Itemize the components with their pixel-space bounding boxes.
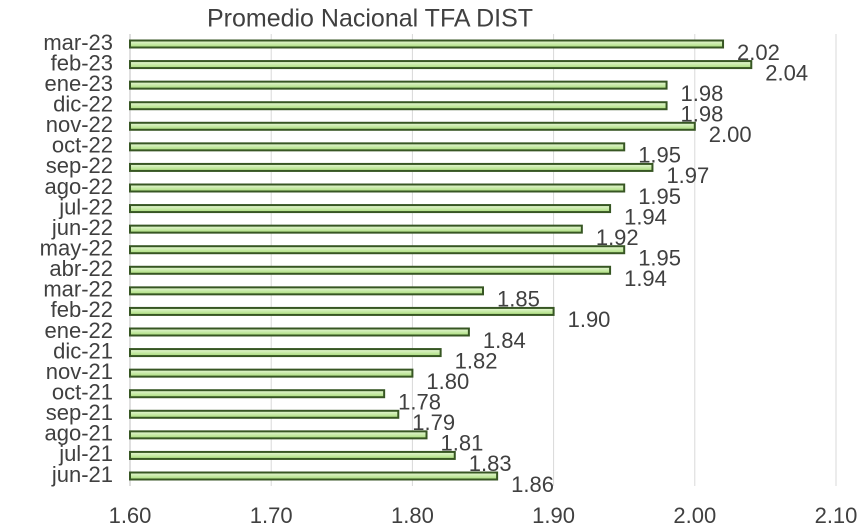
- bar: [129, 39, 725, 49]
- chart-title: Promedio Nacional TFA DIST: [207, 5, 533, 33]
- x-tick-label: 2.00: [673, 503, 716, 528]
- data-label: 1.94: [624, 204, 667, 229]
- y-tick-label: abr-22: [49, 256, 113, 281]
- bar: [129, 389, 386, 399]
- y-tick-label: mar-22: [43, 277, 113, 302]
- y-tick-label: jun-22: [51, 215, 113, 240]
- x-tick-label: 1.90: [532, 503, 575, 528]
- y-tick-label: sep-21: [46, 400, 113, 425]
- data-label: 1.86: [511, 472, 554, 497]
- y-tick-label: feb-23: [51, 50, 113, 75]
- bar: [129, 368, 414, 378]
- x-tick-label: 1.60: [109, 503, 152, 528]
- y-tick-label: dic-21: [53, 338, 113, 363]
- y-tick-label: oct-21: [52, 380, 113, 405]
- bar: [129, 471, 499, 481]
- bar: [129, 286, 484, 296]
- x-tick-label: 2.10: [815, 503, 858, 528]
- bar: [129, 409, 400, 419]
- bar: [129, 306, 555, 316]
- y-tick-label: nov-22: [46, 112, 113, 137]
- y-tick-label: ene-22: [44, 318, 113, 343]
- bar: [129, 327, 470, 337]
- bar: [129, 121, 696, 131]
- y-tick-label: jul-22: [58, 194, 113, 219]
- y-tick-label: jul-21: [58, 441, 113, 466]
- bar: [129, 245, 626, 255]
- data-label: 1.98: [681, 81, 724, 106]
- data-label: 1.97: [666, 163, 709, 188]
- y-tick-label: dic-22: [53, 92, 113, 117]
- y-tick-label: may-22: [40, 236, 113, 261]
- y-tick-label: sep-22: [46, 153, 113, 178]
- x-tick-label: 1.70: [250, 503, 293, 528]
- bar: [129, 204, 612, 214]
- bar: [129, 348, 442, 358]
- data-label: 2.04: [765, 60, 808, 85]
- x-tick-label: 1.80: [391, 503, 434, 528]
- data-label: 1.90: [568, 307, 611, 332]
- bar: [129, 183, 626, 193]
- y-tick-label: oct-22: [52, 133, 113, 158]
- data-label: 1.95: [638, 184, 681, 209]
- bar: [129, 265, 612, 275]
- data-label: 1.84: [483, 328, 526, 353]
- data-label: 1.80: [426, 369, 469, 394]
- y-tick-label: jun-21: [51, 462, 113, 487]
- bar: [129, 60, 753, 70]
- y-tick-label: ene-23: [44, 71, 113, 96]
- y-tick-label: mar-23: [43, 30, 113, 55]
- data-label: 1.82: [455, 348, 498, 373]
- data-label: 1.78: [398, 390, 441, 415]
- data-label: 1.95: [638, 246, 681, 271]
- y-tick-label: nov-21: [46, 359, 113, 384]
- bar: [129, 162, 654, 172]
- y-tick-label: ago-22: [44, 174, 113, 199]
- bar: [129, 101, 668, 111]
- bar: [129, 142, 626, 152]
- data-label: 2.00: [709, 122, 752, 147]
- data-label: 1.94: [624, 266, 667, 291]
- bar: [129, 224, 583, 234]
- bar: [129, 80, 668, 90]
- bar: [129, 450, 456, 460]
- bar: [129, 430, 428, 440]
- y-tick-label: feb-22: [51, 297, 113, 322]
- y-tick-label: ago-21: [44, 421, 113, 446]
